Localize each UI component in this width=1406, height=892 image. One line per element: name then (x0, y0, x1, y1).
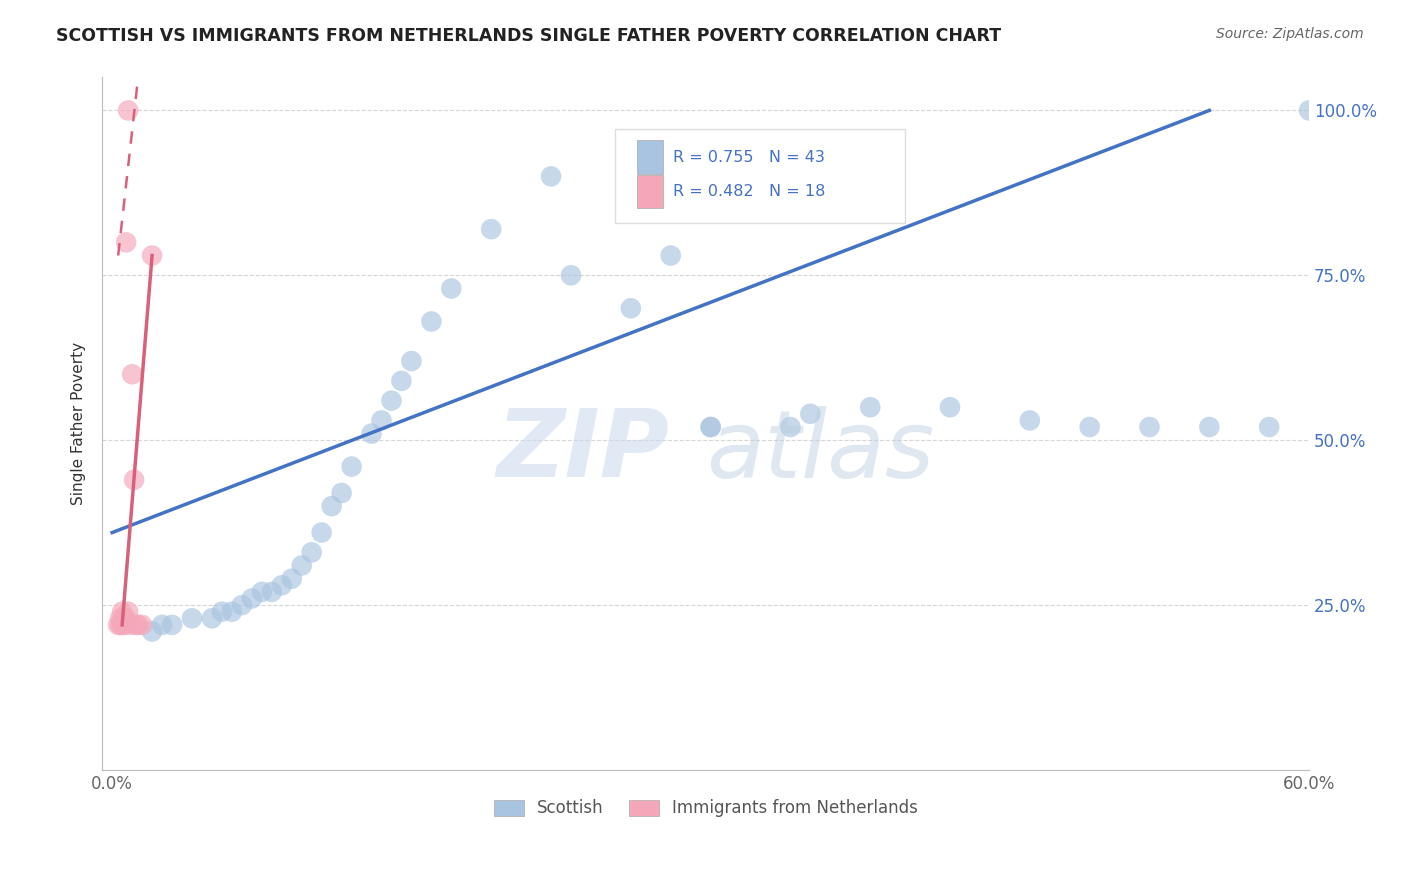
Point (250, 585, 273, 599)
Point (117, 103, 139, 118)
Text: atlas: atlas (706, 406, 934, 497)
Point (117, 605, 139, 619)
Text: Source: ZipAtlas.com: Source: ZipAtlas.com (1216, 27, 1364, 41)
Point (1258, 420, 1281, 434)
Point (107, 618, 129, 632)
FancyBboxPatch shape (637, 175, 664, 209)
Point (141, 624, 163, 639)
Point (160, 618, 183, 632)
Point (620, 301, 643, 316)
Point (699, 420, 721, 434)
Point (111, 618, 134, 632)
Point (1139, 420, 1161, 434)
Point (560, 268, 582, 283)
Point (1018, 413, 1040, 427)
Point (1198, 420, 1220, 434)
Point (270, 578, 292, 592)
Point (859, 401, 882, 415)
Point (115, 235, 138, 250)
Point (108, 611, 131, 625)
Point (321, 499, 343, 513)
FancyBboxPatch shape (637, 140, 664, 174)
Text: ZIP: ZIP (496, 406, 669, 498)
Legend: Scottish, Immigrants from Netherlands: Scottish, Immigrants from Netherlands (486, 793, 924, 824)
Point (121, 368, 143, 382)
Point (479, 222, 502, 236)
Point (112, 618, 135, 632)
Point (301, 545, 323, 559)
Point (311, 525, 333, 540)
Point (799, 407, 821, 421)
Point (120, 618, 142, 632)
Point (240, 591, 263, 606)
Point (540, 169, 562, 184)
Text: R = 0.755   N = 43: R = 0.755 N = 43 (673, 150, 825, 165)
Point (340, 459, 363, 474)
Point (108, 618, 131, 632)
Point (360, 426, 382, 441)
Point (330, 486, 353, 500)
Point (939, 401, 962, 415)
Point (260, 585, 283, 599)
Point (280, 572, 302, 586)
Point (231, 598, 253, 612)
Point (111, 605, 134, 619)
Point (112, 611, 135, 625)
Point (150, 618, 173, 632)
Point (115, 611, 138, 625)
Point (141, 248, 163, 262)
Point (181, 611, 204, 625)
Point (659, 248, 682, 262)
Point (291, 558, 314, 573)
Point (370, 413, 392, 427)
Point (125, 618, 148, 632)
Point (201, 611, 224, 625)
Point (127, 618, 149, 632)
Text: R = 0.482   N = 18: R = 0.482 N = 18 (673, 185, 825, 199)
Point (391, 374, 413, 388)
Point (380, 393, 402, 408)
Point (420, 314, 443, 328)
Point (779, 420, 801, 434)
Point (440, 281, 463, 295)
Point (401, 354, 423, 368)
FancyBboxPatch shape (616, 129, 905, 223)
Point (122, 473, 145, 487)
Point (1078, 420, 1101, 434)
Y-axis label: Single Father Poverty: Single Father Poverty (72, 343, 86, 505)
Text: SCOTTISH VS IMMIGRANTS FROM NETHERLANDS SINGLE FATHER POVERTY CORRELATION CHART: SCOTTISH VS IMMIGRANTS FROM NETHERLANDS … (56, 27, 1001, 45)
Point (1298, 103, 1320, 118)
Point (221, 605, 243, 619)
Point (211, 605, 233, 619)
Point (699, 420, 721, 434)
Point (131, 618, 153, 632)
